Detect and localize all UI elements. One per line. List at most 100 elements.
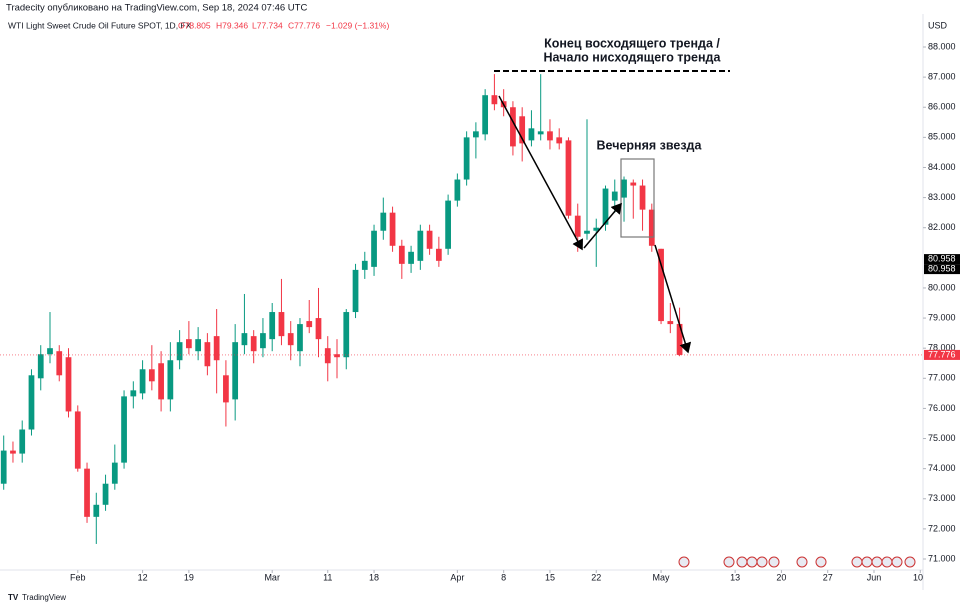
candle-body xyxy=(241,333,248,346)
x-tick-label: Jun xyxy=(867,572,882,582)
candle-body xyxy=(223,375,229,403)
x-tick-label: 10 xyxy=(913,572,923,582)
candle-body xyxy=(287,333,294,346)
legend-high: H79.346 xyxy=(216,20,248,30)
candle-body xyxy=(648,209,655,246)
price-label-box xyxy=(924,264,960,275)
price-label-box xyxy=(924,254,960,265)
y-tick-label: 78.000 xyxy=(928,343,956,353)
candle-body xyxy=(250,336,257,352)
candle-body xyxy=(232,342,239,400)
symbol: WTI Light Sweet Crude Oil Future SPOT, 1… xyxy=(8,20,192,30)
y-tick-label: 87.000 xyxy=(928,72,956,82)
candle-body xyxy=(547,131,553,141)
y-tick-label: 82.000 xyxy=(928,222,956,232)
annotation: Конец восходящего тренда / xyxy=(544,36,720,50)
x-tick-label: 19 xyxy=(184,572,194,582)
candle-body xyxy=(74,411,81,469)
candle-body xyxy=(121,396,127,463)
candle-body xyxy=(260,333,266,349)
arrow xyxy=(583,202,622,249)
candle-body xyxy=(213,336,220,361)
candle-body xyxy=(445,200,451,249)
y-tick-label: 85.000 xyxy=(928,132,956,142)
x-tick-label: Mar xyxy=(264,572,280,582)
candle-body xyxy=(352,269,359,313)
candle-body xyxy=(435,248,442,261)
y-tick-label: 77.000 xyxy=(928,373,956,383)
x-tick-label: 18 xyxy=(369,572,379,582)
price-label: 77.776 xyxy=(928,349,956,359)
candle-body xyxy=(269,312,276,340)
header: Tradecity опубликовано на TradingView.co… xyxy=(6,3,307,14)
y-tick-label: 74.000 xyxy=(928,463,956,473)
candle-body xyxy=(148,369,155,382)
price-label: 80.958 xyxy=(928,263,956,273)
candle-body xyxy=(158,363,164,400)
candle-body xyxy=(28,375,35,430)
candle-body xyxy=(306,321,313,328)
price-label: 80.958 xyxy=(928,253,956,263)
y-tick-label: 79.000 xyxy=(928,312,956,322)
candle-body xyxy=(186,339,192,349)
y-tick-label: 83.000 xyxy=(928,192,956,202)
x-tick-label: 8 xyxy=(501,572,506,582)
x-tick-label: 12 xyxy=(138,572,148,582)
candle-body xyxy=(371,230,377,267)
y-tick-label: 76.000 xyxy=(928,403,956,413)
candle-body xyxy=(454,179,461,201)
candle-body xyxy=(556,137,563,144)
candle-body xyxy=(278,312,285,337)
candle-body xyxy=(47,348,53,355)
candle-body xyxy=(176,342,183,361)
candle-body xyxy=(639,185,646,210)
x-tick-label: 15 xyxy=(545,572,555,582)
y-tick-label: 75.000 xyxy=(928,433,956,443)
candle-body xyxy=(204,342,211,367)
candle-body xyxy=(334,354,340,358)
candle-body xyxy=(343,312,350,358)
candle-body xyxy=(380,212,387,231)
candle-body xyxy=(102,483,109,505)
candle-body xyxy=(297,324,303,352)
candle-body xyxy=(65,357,72,412)
candle-body xyxy=(93,504,100,517)
candle-body xyxy=(528,128,535,141)
logo: TV xyxy=(8,593,19,602)
candle-body xyxy=(510,107,516,147)
candle-body xyxy=(491,95,498,105)
candle-body xyxy=(593,227,600,231)
candle-body xyxy=(630,182,637,186)
candle-body xyxy=(611,191,618,201)
candle-body xyxy=(56,351,63,376)
candle-body xyxy=(426,230,433,249)
candle-body xyxy=(408,251,414,264)
candle-body xyxy=(0,450,7,484)
legend-low: L77.734 xyxy=(252,20,283,30)
x-tick-label: 13 xyxy=(730,572,740,582)
candle-body xyxy=(19,429,26,454)
candle-body xyxy=(324,348,331,364)
annotation: Вечерняя звезда xyxy=(597,138,703,152)
candle-body xyxy=(139,369,146,394)
y-tick-label: 88.000 xyxy=(928,41,956,51)
y-tick-label: 72.000 xyxy=(928,523,956,533)
x-tick-label: 11 xyxy=(323,572,332,582)
y-tick-label: 84.000 xyxy=(928,162,956,172)
candle-body xyxy=(621,179,627,198)
candle-body xyxy=(537,131,544,135)
brand: TradingView xyxy=(22,593,66,602)
y-tick-label: 80.000 xyxy=(928,282,956,292)
candle-body xyxy=(37,354,44,379)
candle-body xyxy=(658,248,664,322)
candle-body xyxy=(84,468,90,517)
price-label-box xyxy=(924,349,960,360)
arrow xyxy=(498,95,583,251)
y-tick-label: 71.000 xyxy=(928,553,956,563)
annotation: Начало нисходящего тренда xyxy=(544,50,722,64)
footer xyxy=(0,590,960,606)
candle-body xyxy=(602,188,609,225)
candle-body xyxy=(667,321,674,325)
